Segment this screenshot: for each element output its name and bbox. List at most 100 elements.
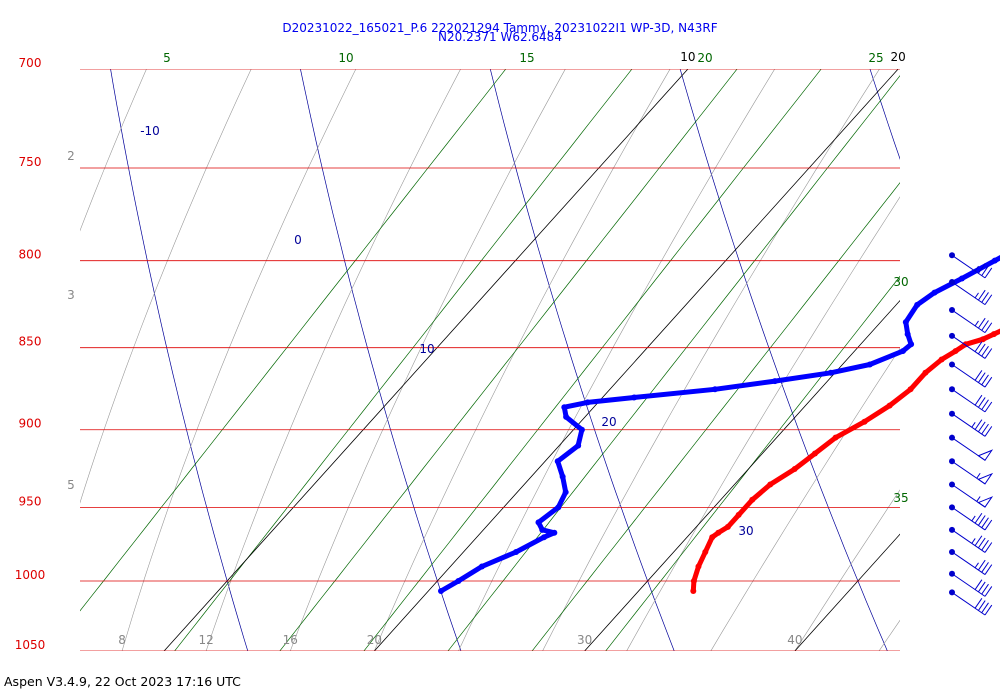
dewpoint-point (539, 526, 546, 533)
dry-adiabat-line (300, 69, 462, 651)
pressure-label: 1000 (15, 568, 46, 582)
wind-barb-feather (981, 583, 989, 595)
dewpoint-point (535, 519, 542, 526)
wind-barb-half-feather (971, 515, 976, 522)
moist-adiabat-label: 3 (67, 288, 75, 302)
temperature-point (861, 418, 868, 425)
wind-barb-feather (984, 519, 993, 531)
mixing-ratio-line (279, 69, 738, 651)
temperature-point (690, 587, 697, 594)
dewpoint-point (866, 361, 873, 368)
wind-barb-feather (981, 423, 989, 435)
dewpoint-point (914, 301, 921, 308)
dewpoint-point (827, 369, 834, 376)
mixing-ratio-label: 15 (519, 51, 534, 65)
wind-barb-staff (951, 254, 986, 279)
wind-barb-feather (984, 348, 993, 359)
temperature-point (886, 402, 893, 409)
mixing-ratio-line (174, 69, 633, 651)
dewpoint-point (584, 399, 591, 406)
wind-barb-feather (981, 320, 989, 331)
dewpoint-point (562, 489, 569, 496)
wind-barb-feather (981, 265, 989, 276)
bottom-temperature-label: 16 (283, 633, 298, 647)
wind-barb-feather (981, 399, 989, 410)
wind-barb-feather (981, 602, 989, 614)
temperature-point (832, 434, 839, 441)
temperature-point (791, 466, 798, 473)
dewpoint-point (899, 348, 906, 355)
wind-barb-feather (974, 394, 983, 406)
moist-adiabat-line (458, 69, 776, 651)
moist-adiabat-line (626, 196, 900, 651)
moist-adiabat-label: 2 (67, 149, 75, 163)
wind-barb-feather (977, 600, 986, 611)
dewpoint-point (902, 319, 909, 326)
wind-barb-feather (977, 515, 986, 526)
dewpoint-point (991, 257, 998, 264)
mixing-ratio-label: 20 (697, 51, 712, 65)
temperature-point (724, 523, 731, 530)
temperature-point (695, 563, 702, 570)
dewpoint-point (631, 394, 638, 401)
wind-barb-feather (974, 535, 983, 546)
wind-barb-feather (984, 322, 993, 333)
wind-barb-feather (977, 317, 986, 329)
wind-barb (949, 589, 993, 616)
temperature-point (749, 496, 756, 503)
dewpoint-point (575, 442, 582, 449)
wind-barb-feather (981, 517, 989, 528)
moist-adiabat-line (121, 69, 357, 651)
temperature-point (690, 577, 697, 584)
wind-barb (949, 386, 993, 413)
wind-barb-staff (951, 551, 986, 575)
wind-barb-half-feather (971, 422, 976, 428)
isotherm-line (163, 69, 689, 651)
plot-area (80, 69, 900, 651)
dewpoint-point (555, 504, 562, 511)
wind-barb-staff (951, 388, 986, 413)
dewpoint-point (712, 386, 719, 393)
wind-barb-feather (977, 421, 986, 433)
isotherm-line (584, 299, 900, 651)
dewpoint-point (908, 341, 915, 348)
wind-barb-feather (984, 564, 993, 575)
wind-barb-feather (974, 579, 983, 590)
dewpoint-point (455, 577, 462, 584)
isotherm-line (373, 69, 899, 651)
pressure-label: 750 (19, 155, 42, 169)
dewpoint-point (578, 426, 585, 433)
pressure-label: 950 (19, 494, 42, 508)
dewpoint-point (437, 587, 444, 594)
dewpoint-point (563, 413, 570, 420)
wind-barb-half-feather (976, 472, 981, 479)
wind-barb-feather (984, 294, 993, 305)
wind-barb-staff (951, 591, 986, 616)
wind-barb-staff (951, 413, 986, 437)
dewpoint-point (554, 458, 561, 465)
mixing-ratio-line (605, 275, 900, 651)
pressure-label: 900 (19, 417, 42, 431)
wind-barb-feather (974, 341, 983, 352)
dewpoint-point (559, 473, 566, 480)
moist-adiabat-line (794, 489, 900, 651)
dewpoint-point (513, 548, 520, 555)
version-footer: Aspen V3.4.9, 22 Oct 2023 17:16 UTC (4, 674, 241, 689)
wind-barb (949, 361, 993, 388)
wind-barb (949, 332, 993, 359)
dry-adiabat-label: 30 (738, 524, 753, 538)
pressure-label: 800 (19, 248, 42, 262)
mixing-ratio-line (447, 75, 900, 651)
mixing-ratio-line (363, 69, 822, 651)
wind-barb-pennant (977, 449, 994, 461)
moist-adiabat-line (205, 69, 461, 651)
dry-adiabat-line (110, 69, 249, 651)
mixing-ratio-label: 35 (893, 491, 908, 505)
wind-barb (949, 548, 993, 575)
wind-barb-half-feather (974, 265, 979, 272)
wind-barb (949, 570, 993, 597)
moist-adiabat-line (80, 69, 147, 232)
wind-barb (949, 481, 994, 508)
wind-barb-pennant (977, 472, 994, 485)
mixing-ratio-line (531, 182, 900, 651)
